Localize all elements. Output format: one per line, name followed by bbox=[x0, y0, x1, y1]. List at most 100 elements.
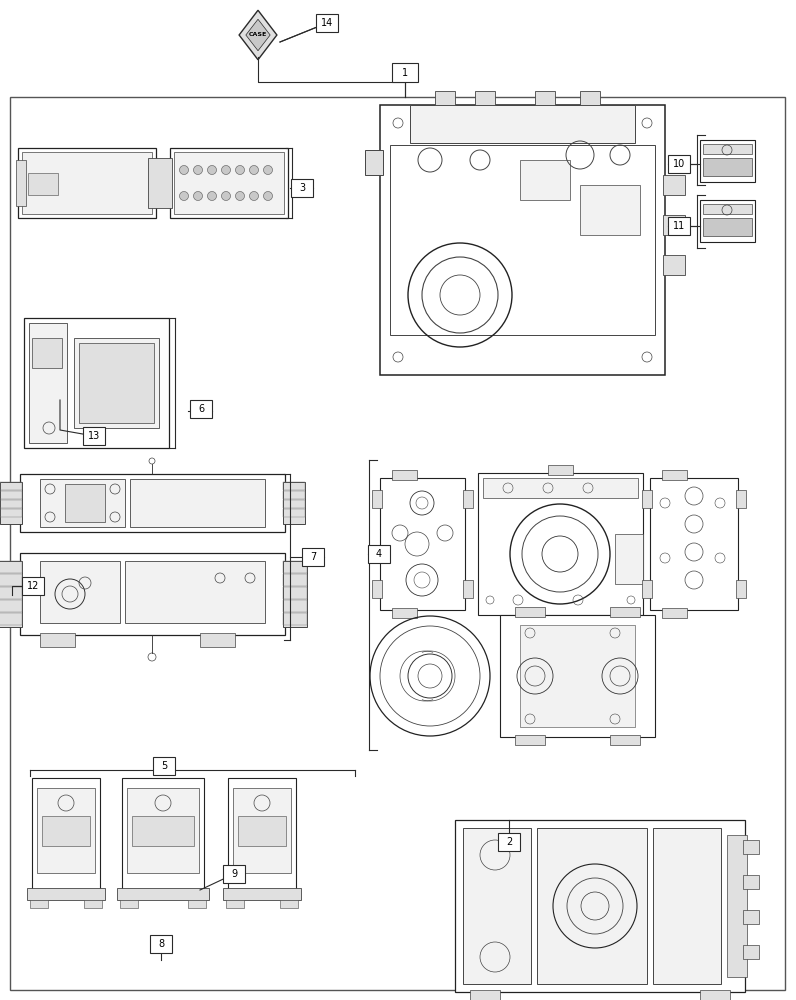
Bar bbox=[743, 945, 759, 959]
Bar bbox=[22, 577, 44, 595]
Bar bbox=[700, 200, 755, 242]
Bar bbox=[20, 474, 285, 532]
Bar bbox=[390, 145, 655, 335]
Bar bbox=[283, 561, 307, 573]
Bar bbox=[29, 323, 67, 443]
Circle shape bbox=[180, 165, 189, 174]
Bar bbox=[283, 491, 305, 499]
Bar bbox=[663, 255, 685, 275]
Bar bbox=[615, 534, 643, 584]
Text: CASE: CASE bbox=[249, 32, 267, 37]
Bar bbox=[392, 608, 417, 618]
Bar bbox=[0, 561, 22, 573]
Bar bbox=[520, 625, 635, 727]
Bar bbox=[653, 828, 721, 984]
Bar bbox=[650, 478, 738, 610]
Text: 11: 11 bbox=[673, 221, 685, 231]
Bar bbox=[392, 470, 417, 480]
Bar bbox=[30, 900, 48, 908]
Bar bbox=[233, 788, 291, 873]
Bar bbox=[79, 343, 154, 423]
Bar bbox=[372, 490, 382, 508]
Bar bbox=[662, 470, 687, 480]
Bar bbox=[170, 148, 288, 218]
Bar bbox=[463, 490, 473, 508]
Bar bbox=[190, 400, 212, 418]
Text: 14: 14 bbox=[321, 18, 333, 28]
Bar bbox=[668, 155, 690, 173]
Circle shape bbox=[208, 192, 217, 200]
Bar bbox=[37, 788, 95, 873]
Bar bbox=[743, 875, 759, 889]
Bar bbox=[74, 338, 159, 428]
Bar bbox=[291, 179, 313, 197]
Circle shape bbox=[208, 165, 217, 174]
Bar bbox=[0, 491, 22, 499]
Bar bbox=[515, 735, 545, 745]
Bar bbox=[498, 833, 520, 851]
Bar bbox=[0, 561, 22, 627]
Text: 1: 1 bbox=[402, 68, 408, 78]
Bar bbox=[700, 140, 755, 182]
Circle shape bbox=[249, 192, 259, 200]
Bar bbox=[736, 490, 746, 508]
Bar bbox=[283, 482, 305, 524]
Bar bbox=[435, 91, 455, 105]
Bar bbox=[22, 152, 152, 214]
Circle shape bbox=[221, 165, 231, 174]
Bar bbox=[0, 500, 22, 508]
Bar bbox=[40, 561, 120, 623]
Bar bbox=[302, 548, 324, 566]
Bar bbox=[610, 735, 640, 745]
Bar bbox=[65, 484, 105, 522]
Bar bbox=[120, 900, 138, 908]
Bar bbox=[642, 490, 652, 508]
Bar bbox=[125, 561, 265, 623]
Text: 8: 8 bbox=[158, 939, 164, 949]
Bar bbox=[316, 14, 338, 32]
Circle shape bbox=[236, 192, 244, 200]
Bar bbox=[283, 500, 305, 508]
Bar bbox=[0, 482, 22, 490]
Bar bbox=[500, 615, 655, 737]
Circle shape bbox=[193, 165, 202, 174]
Bar bbox=[117, 888, 209, 900]
Bar bbox=[24, 318, 169, 448]
Bar bbox=[283, 561, 307, 627]
Bar bbox=[703, 218, 752, 236]
Bar bbox=[743, 840, 759, 854]
Bar bbox=[188, 900, 206, 908]
Bar bbox=[16, 160, 26, 206]
Bar bbox=[743, 910, 759, 924]
Bar bbox=[703, 204, 752, 214]
Text: 12: 12 bbox=[27, 581, 39, 591]
Polygon shape bbox=[246, 19, 270, 51]
Bar bbox=[283, 482, 305, 490]
Bar bbox=[365, 150, 383, 175]
Bar bbox=[515, 607, 545, 617]
Bar bbox=[455, 820, 745, 992]
Bar bbox=[200, 633, 235, 647]
Bar bbox=[663, 215, 685, 235]
Bar bbox=[32, 338, 62, 368]
Text: 2: 2 bbox=[506, 837, 512, 847]
Bar bbox=[174, 152, 284, 214]
Bar bbox=[223, 888, 301, 900]
Bar bbox=[0, 587, 22, 599]
Bar bbox=[32, 778, 100, 893]
Bar bbox=[470, 990, 500, 1000]
Bar bbox=[150, 935, 172, 953]
Bar bbox=[463, 580, 473, 598]
Text: 10: 10 bbox=[673, 159, 685, 169]
Bar bbox=[280, 900, 298, 908]
Bar bbox=[226, 900, 244, 908]
Bar bbox=[483, 478, 638, 498]
Bar bbox=[0, 509, 22, 517]
Circle shape bbox=[249, 165, 259, 174]
Circle shape bbox=[263, 165, 272, 174]
Bar bbox=[703, 158, 752, 176]
Bar bbox=[18, 148, 156, 218]
Text: 7: 7 bbox=[310, 552, 316, 562]
Bar bbox=[475, 91, 495, 105]
Bar bbox=[663, 175, 685, 195]
